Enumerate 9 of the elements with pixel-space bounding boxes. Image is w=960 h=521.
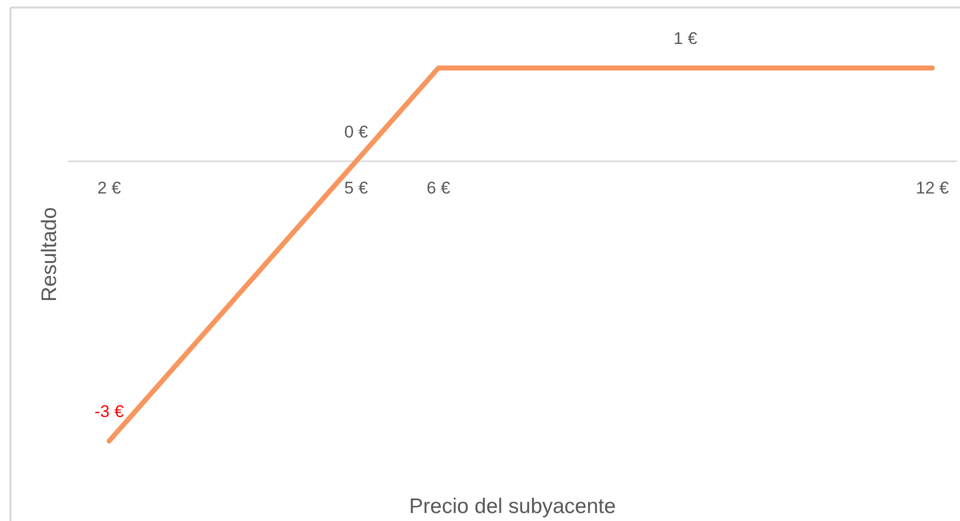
- x-axis-title: Precio del subyacente: [409, 495, 616, 518]
- data-label: -3 €: [94, 402, 124, 421]
- x-tick-label: 5 €: [344, 178, 368, 198]
- y-axis-title: Resultado: [38, 207, 61, 302]
- x-tick-label: 6 €: [426, 178, 451, 198]
- data-label: 1 €: [674, 29, 698, 48]
- x-tick-label: 12 €: [916, 178, 950, 198]
- x-tick-label: 2 €: [97, 178, 122, 198]
- data-label: 0 €: [344, 122, 368, 142]
